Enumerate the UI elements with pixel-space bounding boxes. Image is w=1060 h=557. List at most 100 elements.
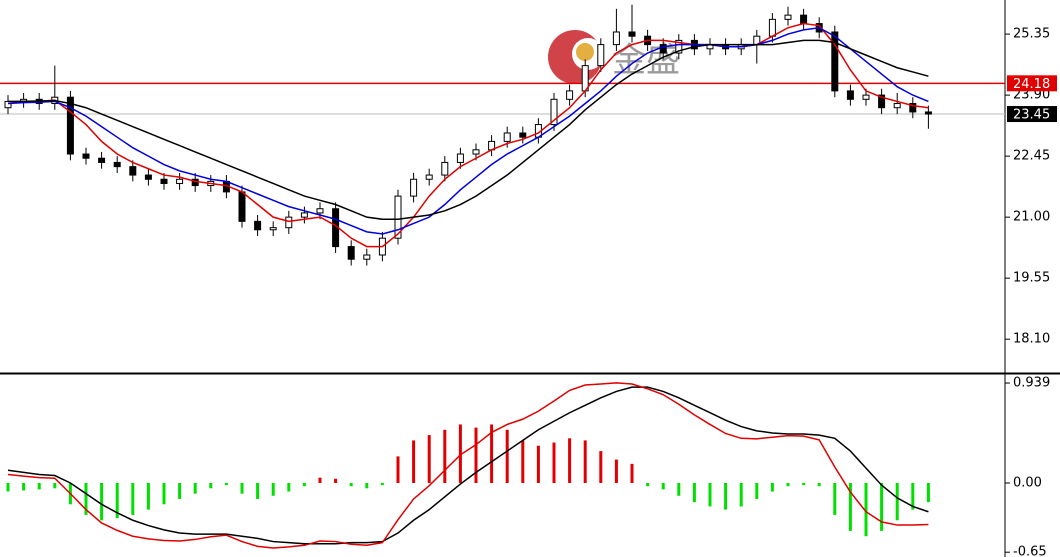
histogram-bar: [583, 440, 587, 484]
histogram-bar: [427, 435, 431, 484]
histogram-bar: [521, 440, 525, 484]
histogram-bar: [334, 478, 338, 484]
histogram-bar: [271, 483, 275, 496]
histogram-bar: [209, 483, 213, 489]
candle-body: [893, 103, 901, 109]
histogram-bar: [552, 442, 556, 484]
y-tick-label: 25.35: [1013, 27, 1050, 42]
candle-body: [160, 178, 168, 184]
histogram-bar: [22, 483, 26, 491]
level-box: [1007, 106, 1057, 123]
histogram-bar: [146, 483, 150, 510]
candle-body: [846, 90, 854, 100]
candle-body: [347, 246, 355, 260]
histogram-bar: [630, 463, 634, 484]
watermark-text: 金盛: [612, 41, 680, 81]
level-label: 24.18: [1013, 77, 1050, 92]
candle-body: [909, 103, 917, 113]
histogram-bar: [380, 483, 384, 486]
histogram-bar: [318, 477, 322, 484]
candle-body: [410, 178, 418, 197]
histogram-bar: [926, 483, 930, 503]
y-tick-label: 23.90: [1013, 88, 1050, 103]
histogram-bar: [848, 483, 852, 531]
level-box: [1007, 75, 1057, 92]
histogram-bar: [536, 445, 540, 484]
line: [7, 386, 929, 545]
candle-body: [503, 132, 511, 142]
histogram-bar: [661, 483, 665, 490]
histogram-bar: [724, 483, 728, 510]
histogram-bar: [84, 483, 88, 515]
histogram-bar: [708, 483, 712, 507]
candle-body: [784, 14, 792, 20]
histogram-bar: [677, 483, 681, 496]
histogram-bar: [53, 483, 57, 489]
candle-body: [659, 44, 667, 54]
candle-body: [113, 161, 121, 168]
histogram-bar: [37, 483, 41, 490]
candle-body: [285, 216, 293, 229]
histogram-bar: [240, 483, 244, 494]
y-tick-label: 0.939: [1013, 376, 1050, 391]
histogram-bar: [474, 427, 478, 484]
histogram-bar: [178, 483, 182, 499]
candle-body: [862, 94, 870, 100]
histogram-bar: [6, 483, 10, 492]
candle-body: [269, 227, 277, 231]
histogram-bar: [802, 483, 806, 486]
candle-body: [316, 208, 324, 214]
candle-body: [456, 153, 464, 163]
candle-body: [238, 191, 246, 222]
candle-body: [550, 98, 558, 126]
candle-body: [628, 31, 636, 37]
candle-body: [675, 39, 683, 54]
histogram-bar: [911, 483, 915, 510]
histogram-bar: [193, 483, 197, 494]
candle-body: [363, 254, 371, 260]
histogram-bar: [490, 424, 494, 484]
histogram-bar: [614, 459, 618, 484]
histogram-bar: [443, 429, 447, 484]
candle-body: [566, 90, 574, 100]
candle-body: [800, 14, 808, 25]
candle-body: [472, 149, 480, 155]
histogram-bar: [833, 483, 837, 515]
candle-body: [144, 174, 152, 180]
candle-body: [768, 18, 776, 37]
candle-body: [519, 132, 527, 138]
histogram-bar: [755, 483, 759, 499]
candle-body: [924, 111, 932, 115]
histogram-bar: [599, 451, 603, 484]
histogram-bar: [770, 483, 774, 492]
histogram-bar: [100, 483, 104, 521]
histogram-bar: [396, 456, 400, 484]
candle-body: [441, 161, 449, 176]
histogram-bar: [302, 483, 306, 487]
y-tick-label: 0.00: [1013, 476, 1042, 491]
level-label: 23.45: [1013, 108, 1050, 123]
histogram-bar: [256, 483, 260, 499]
histogram-bar: [895, 483, 899, 521]
histogram-bar: [505, 429, 509, 484]
candle-body: [66, 96, 74, 155]
histogram-bar: [349, 483, 353, 487]
line: [7, 382, 929, 549]
histogram-bar: [864, 483, 868, 537]
histogram-bar: [646, 483, 650, 487]
candle-body: [612, 31, 620, 46]
candle-body: [176, 178, 184, 184]
candle-body: [82, 153, 90, 159]
line: [7, 22, 929, 248]
histogram-bar: [568, 438, 572, 484]
histogram-bar: [786, 483, 790, 487]
histogram-bar: [880, 483, 884, 531]
y-tick-label: 22.45: [1013, 149, 1050, 164]
histogram-bar: [817, 483, 821, 487]
y-tick-label: 18.10: [1013, 332, 1050, 347]
y-tick-label: 21.00: [1013, 210, 1050, 225]
histogram-bar: [692, 483, 696, 503]
histogram-bar: [365, 483, 369, 489]
